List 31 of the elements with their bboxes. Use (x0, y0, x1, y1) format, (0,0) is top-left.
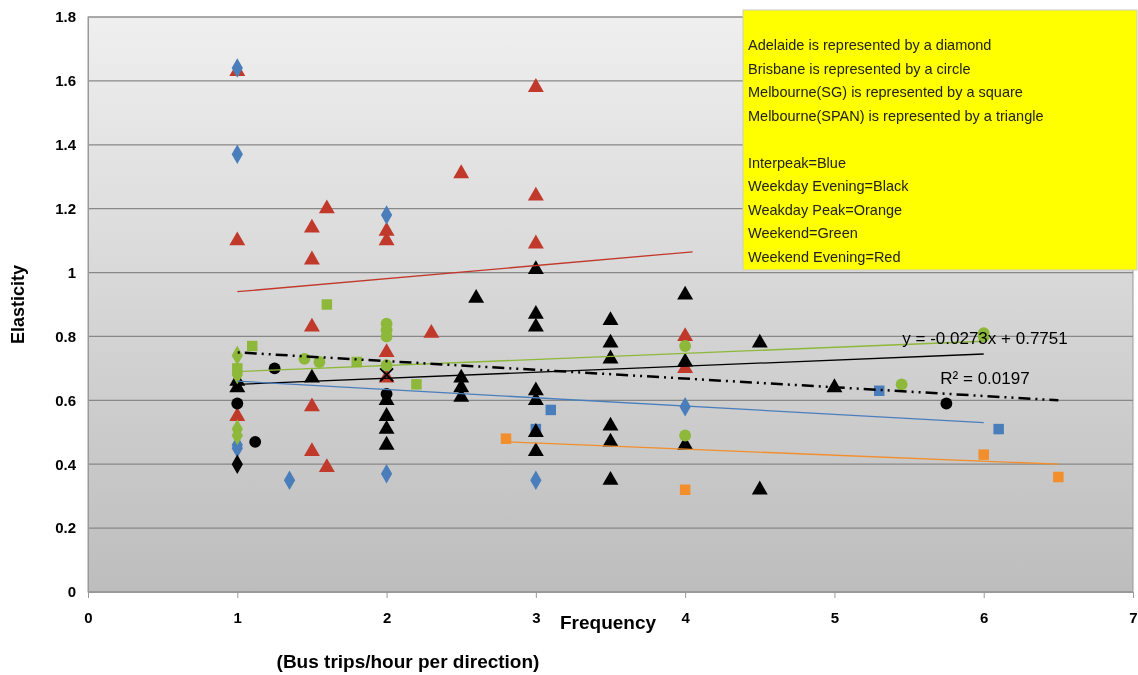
annotation: R² = 0.0197 (940, 369, 1030, 389)
annotation: Weekend Evening=Red (748, 248, 901, 265)
x-tick-label: 7 (1129, 608, 1138, 626)
x-tick-label: 4 (681, 608, 691, 626)
annotation: Melbourne(SG) is represented by a square (748, 84, 1023, 100)
x-tick-label: 1 (233, 608, 242, 626)
x-tick-label: 3 (532, 608, 541, 626)
y-tick-label: 0.2 (55, 519, 76, 537)
annotation: Brisbane is represented by a circle (748, 60, 971, 77)
y-tick-label: 1 (67, 263, 76, 281)
annotation: Weakday Peak=Orange (748, 201, 903, 218)
y-tick-label: 1.4 (55, 136, 77, 154)
annotation: Weekday Evening=Black (748, 178, 910, 194)
y-tick-label: 0.8 (55, 327, 76, 345)
x-tick-label: 0 (84, 608, 93, 626)
x-tick-label: 5 (830, 608, 840, 626)
x-axis-title: Frequency (559, 612, 657, 633)
text: (Bus trips/hour per direction) (276, 651, 540, 672)
y-tick-label: 0.4 (55, 455, 77, 473)
annotation: Adelaide is represented by a diamond (748, 37, 992, 53)
x-tick-label: 6 (980, 608, 989, 626)
y-axis-title: Elasticity (8, 264, 28, 345)
y-tick-label: 0 (67, 583, 76, 601)
y-tick-label: 1.6 (55, 72, 76, 90)
y-tick-label: 1.8 (55, 8, 76, 26)
annotation: Weekend=Green (748, 225, 858, 241)
annotation: Melbourne(SPAN) is represented by a triangle (748, 107, 1044, 124)
y-tick-label: 0.6 (55, 391, 76, 409)
x-tick-label: 2 (382, 608, 392, 626)
annotation: Interpeak=Blue (748, 154, 846, 171)
y-tick-label: 1.2 (55, 199, 76, 217)
